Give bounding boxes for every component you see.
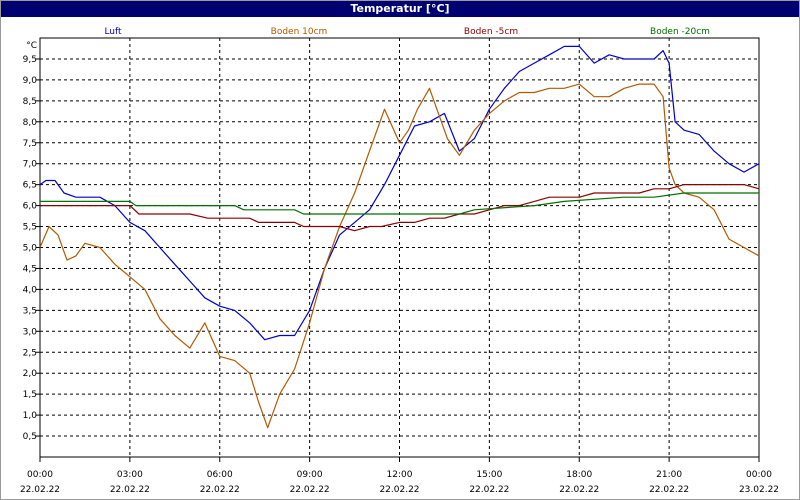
y-tick-label: 4,5 <box>23 264 37 274</box>
x-tick-date: 22.02.22 <box>20 485 60 495</box>
x-tick-date: 23.02.22 <box>739 485 779 495</box>
y-axis-unit: °C <box>26 41 37 51</box>
legend-entry: Boden -20cm <box>650 27 710 37</box>
y-tick-label: 7,0 <box>23 160 38 170</box>
y-tick-label: 0,5 <box>23 432 37 442</box>
x-tick-date: 22.02.22 <box>110 485 150 495</box>
x-tick-time: 03:00 <box>117 470 143 480</box>
y-tick-label: 2,0 <box>23 369 38 379</box>
y-tick-label: 4,0 <box>23 285 38 295</box>
x-tick-date: 22.02.22 <box>200 485 240 495</box>
chart-title: Temperatur [°C] <box>1 1 799 17</box>
x-tick-date: 22.02.22 <box>469 485 509 495</box>
y-tick-label: 1,5 <box>23 390 37 400</box>
y-tick-label: 8,0 <box>23 118 38 128</box>
y-tick-label: 1,0 <box>23 411 38 421</box>
x-tick-time: 00:00 <box>27 470 53 480</box>
y-tick-label: 2,5 <box>23 348 37 358</box>
series-line <box>39 45 760 341</box>
legend-entry: Boden -5cm <box>464 27 518 37</box>
x-tick-date: 22.02.22 <box>379 485 419 495</box>
legend: Luft Boden 10cm Boden -5cm Boden -20cm <box>104 27 710 37</box>
y-tick-label: 3,0 <box>23 327 38 337</box>
x-tick-time: 21:00 <box>656 470 682 480</box>
y-tick-label: 6,0 <box>23 202 38 212</box>
x-tick-time: 15:00 <box>476 470 502 480</box>
series-line <box>40 192 759 215</box>
y-tick-label: 9,0 <box>23 76 38 86</box>
x-tick-date: 22.02.22 <box>649 485 689 495</box>
legend-entry: Boden 10cm <box>271 27 328 37</box>
series-lines <box>39 45 760 429</box>
x-tick-date: 22.02.22 <box>290 485 330 495</box>
x-tick-date: 22.02.22 <box>559 485 599 495</box>
x-tick-time: 09:00 <box>297 470 323 480</box>
x-tick-time: 18:00 <box>566 470 592 480</box>
x-tick-time: 00:00 <box>746 470 772 480</box>
y-tick-label: 3,5 <box>23 306 37 316</box>
legend-entry: Luft <box>104 27 122 37</box>
y-tick-label: 7,5 <box>23 139 37 149</box>
y-tick-label: 5,0 <box>23 244 38 254</box>
x-tick-time: 06:00 <box>207 470 233 480</box>
y-tick-label: 9,5 <box>23 55 37 65</box>
series-line <box>39 83 760 429</box>
y-tick-label: 8,5 <box>23 97 37 107</box>
y-tick-label: 6,5 <box>23 181 37 191</box>
y-axis: 0,5 1,0 1,5 2,0 2,5 3,0 3,5 4,0 4,5 5,0 5,5 6,0 6,5 7… <box>23 41 40 442</box>
grid <box>40 38 759 457</box>
x-tick-time: 12:00 <box>387 470 413 480</box>
y-tick-label: 5,5 <box>23 223 37 233</box>
x-axis: 00:00 22.02.22 03:00 22.02.22 06:00 22.02.22 0… <box>20 457 779 495</box>
